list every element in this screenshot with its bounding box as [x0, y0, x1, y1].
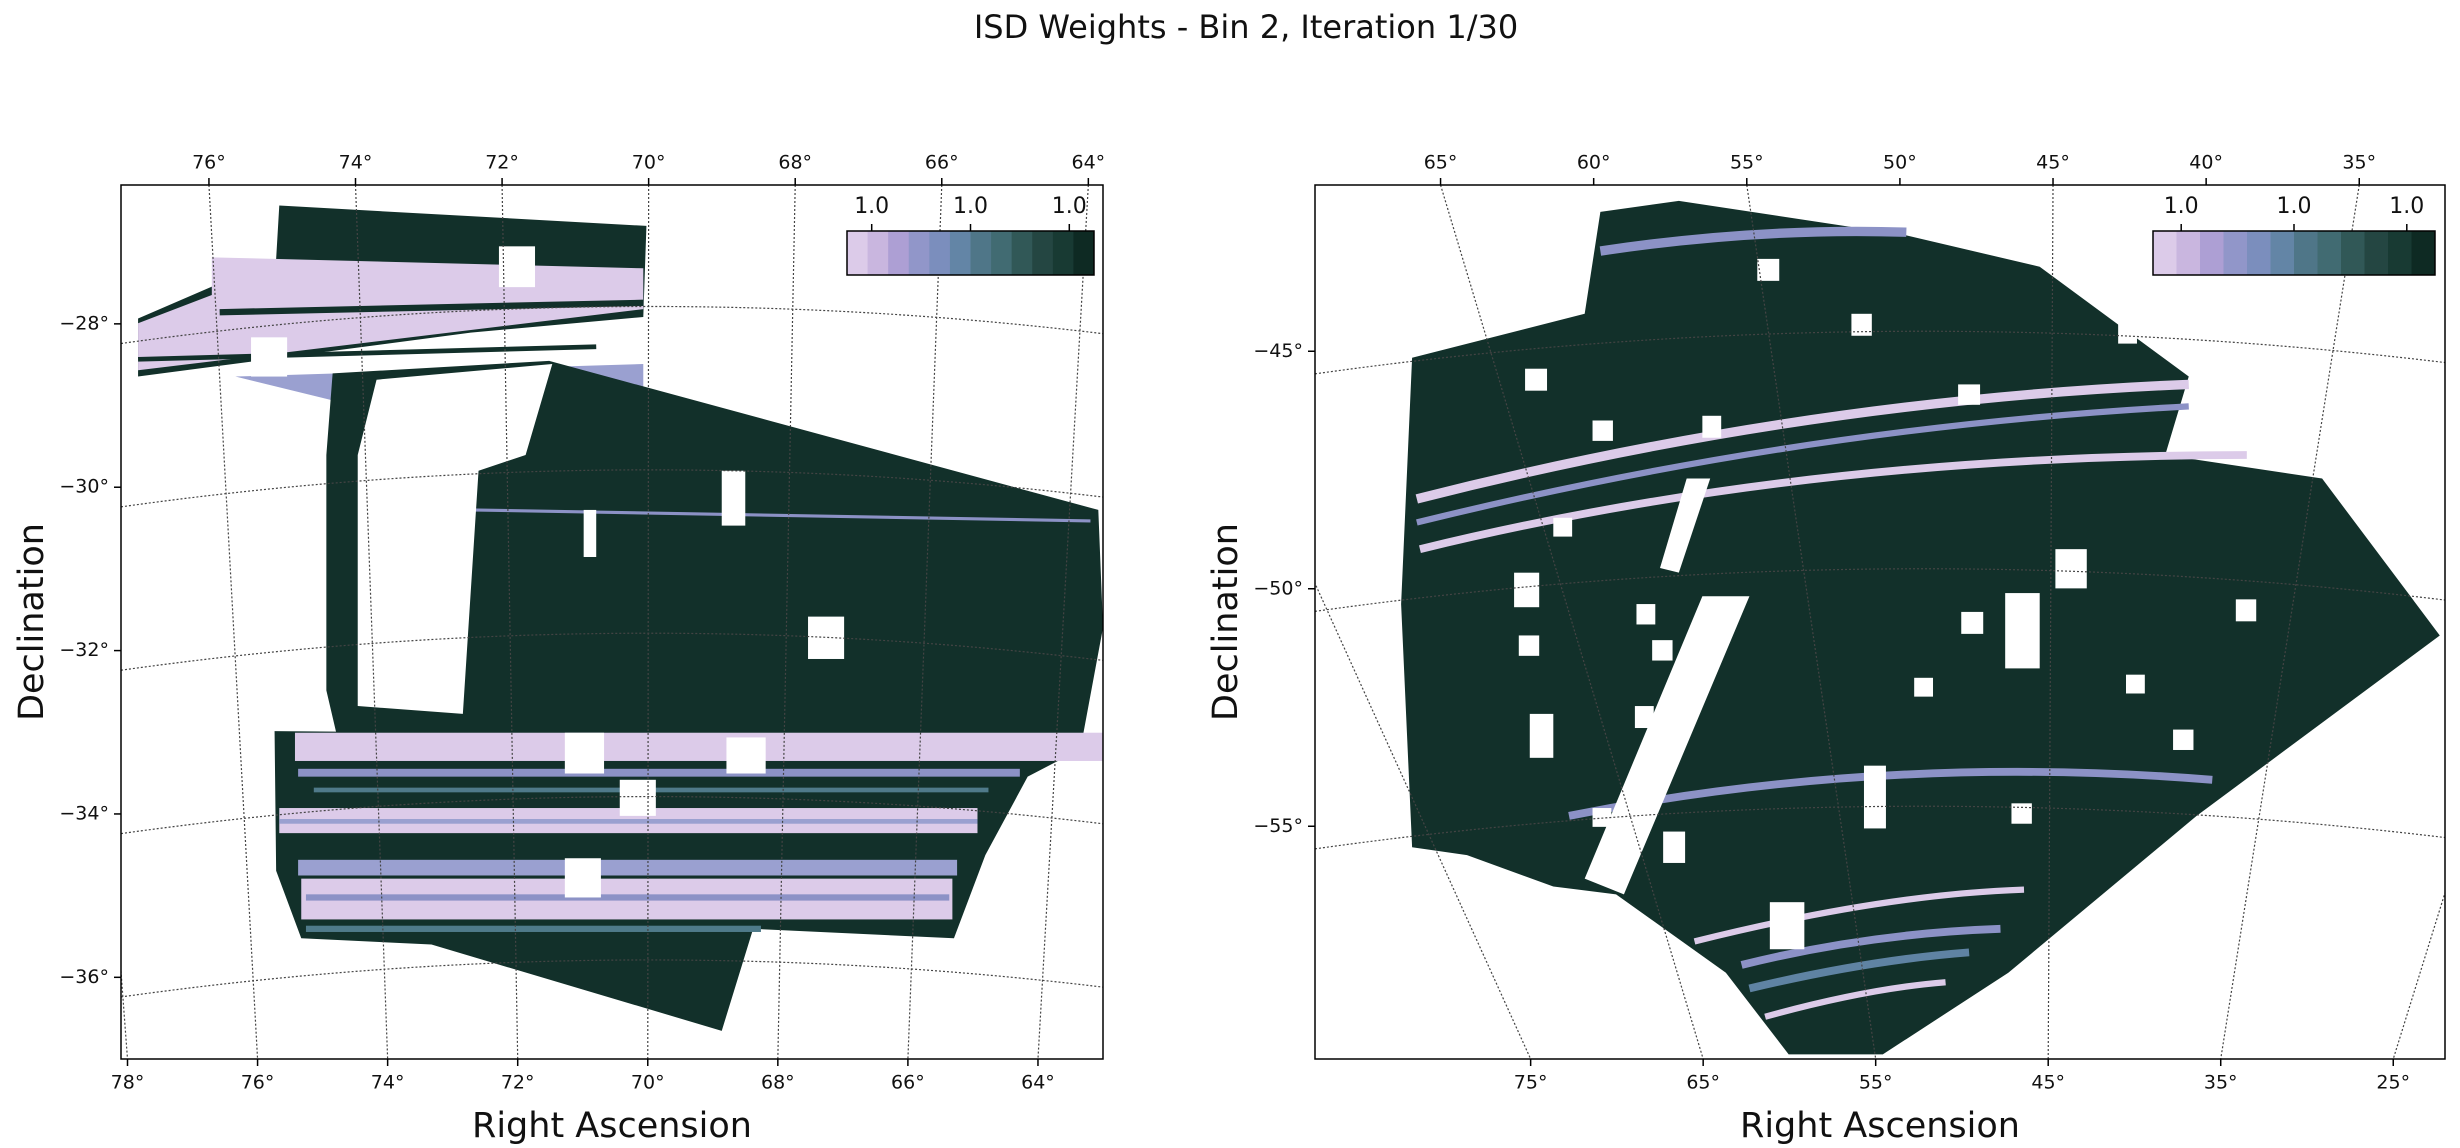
- meridian: [2047, 185, 2054, 1059]
- colorbar-segment: [2153, 231, 2177, 275]
- meridian: [1439, 185, 1704, 1059]
- meridian: [777, 185, 796, 1059]
- parallel: [121, 469, 1103, 508]
- meridian: [208, 185, 259, 1059]
- colorbar-segment: [847, 231, 869, 275]
- x-tick-label: 75°: [1514, 1072, 1548, 1094]
- colorbar-segment: [1052, 231, 1074, 275]
- x2-tick-label: 50°: [1883, 152, 1917, 174]
- x2-tick-label: 70°: [632, 152, 666, 174]
- colorbar-segment: [991, 231, 1013, 275]
- y-tick-label: −32°: [59, 639, 109, 661]
- parallel: [121, 632, 1103, 671]
- x-tick-label: 78°: [111, 1072, 145, 1094]
- y-tick-label: −30°: [59, 476, 109, 498]
- x-tick-label: 74°: [371, 1072, 405, 1094]
- colorbar-segment: [970, 231, 992, 275]
- colorbar-segment: [867, 231, 889, 275]
- x2-tick-label: 65°: [1424, 152, 1458, 174]
- x2-tick-label: 64°: [1071, 152, 1105, 174]
- colorbar-tick-label: 1.0: [2277, 194, 2312, 219]
- colorbar-segment: [2176, 231, 2201, 275]
- colorbar-segment: [2317, 231, 2342, 275]
- meridian: [647, 185, 650, 1059]
- x-tick-label: 72°: [501, 1072, 535, 1094]
- colorbar-segment: [2247, 231, 2271, 275]
- y-axis-label: Declination: [1206, 523, 1246, 721]
- axes-frame: [1314, 184, 2446, 1060]
- x-tick-label: 65°: [1686, 1072, 1720, 1094]
- x-axis-label: Right Ascension: [472, 1106, 752, 1146]
- x2-tick-label: 68°: [778, 152, 812, 174]
- colorbar-segment: [1032, 231, 1054, 275]
- y-tick-label: −55°: [1253, 815, 1303, 837]
- meridian: [2220, 185, 2360, 1059]
- colorbar-segment: [2294, 231, 2318, 275]
- colorbar-tick-label: 1.0: [2164, 194, 2199, 219]
- colorbar-tick-label: 1.0: [854, 194, 889, 219]
- x2-tick-label: 40°: [2189, 152, 2223, 174]
- x2-tick-label: 55°: [1730, 152, 1764, 174]
- axes-frame: [120, 184, 1104, 1060]
- colorbar-tick-label: 1.0: [1052, 194, 1087, 219]
- x2-tick-label: 66°: [925, 152, 959, 174]
- colorbar-segment: [888, 231, 910, 275]
- y-tick-label: −36°: [59, 966, 109, 988]
- y-tick-label: −50°: [1253, 577, 1303, 599]
- colorbar-segment: [2411, 231, 2436, 275]
- meridian: [354, 185, 389, 1059]
- colorbar-tick-label: 1.0: [2389, 194, 2424, 219]
- x2-tick-label: 45°: [2036, 152, 2070, 174]
- x-tick-label: 66°: [891, 1072, 925, 1094]
- footprint-left: [138, 205, 1104, 1031]
- y-tick-label: −34°: [59, 802, 109, 824]
- x-tick-label: 45°: [2031, 1072, 2065, 1094]
- x-tick-label: 76°: [241, 1072, 275, 1094]
- y-tick-label: −28°: [59, 312, 109, 334]
- grid: [1315, 185, 2445, 1059]
- y-tick-label: −45°: [1253, 340, 1303, 362]
- figure-title: ISD Weights - Bin 2, Iteration 1/30: [974, 8, 1518, 46]
- x-tick-label: 25°: [2376, 1072, 2410, 1094]
- x2-tick-label: 35°: [2342, 152, 2376, 174]
- parallel: [121, 959, 1103, 998]
- meridian: [501, 185, 519, 1059]
- colorbar-segment: [2223, 231, 2248, 275]
- x2-tick-label: 72°: [485, 152, 519, 174]
- colorbar-segment: [929, 231, 951, 275]
- colorbar-segment: [1011, 231, 1033, 275]
- x2-tick-label: 74°: [339, 152, 373, 174]
- x-tick-label: 64°: [1021, 1072, 1055, 1094]
- colorbar-segment: [908, 231, 930, 275]
- x-tick-label: 68°: [761, 1072, 795, 1094]
- x-tick-label: 70°: [631, 1072, 665, 1094]
- grid: [121, 185, 1103, 1059]
- parallel: [121, 305, 1103, 345]
- meridian: [1746, 185, 1877, 1059]
- footprint-right: [1401, 200, 2440, 1055]
- x-axis-label: Right Ascension: [1740, 1106, 2020, 1146]
- colorbar-segment: [2341, 231, 2365, 275]
- colorbar-segment: [2364, 231, 2389, 275]
- colorbar-segment: [2270, 231, 2295, 275]
- colorbar-segment: [2200, 231, 2224, 275]
- parallel: [121, 795, 1103, 835]
- colorbar-segment: [949, 231, 971, 275]
- meridian: [907, 185, 943, 1059]
- y-axis-label: Declination: [12, 523, 52, 721]
- x-tick-label: 55°: [1859, 1072, 1893, 1094]
- colorbar-tick-label: 1.0: [953, 194, 988, 219]
- x2-tick-label: 60°: [1577, 152, 1611, 174]
- colorbar-segment: [1073, 231, 1095, 275]
- x2-tick-label: 76°: [192, 152, 226, 174]
- x-tick-label: 35°: [2204, 1072, 2238, 1094]
- colorbar-segment: [2388, 231, 2412, 275]
